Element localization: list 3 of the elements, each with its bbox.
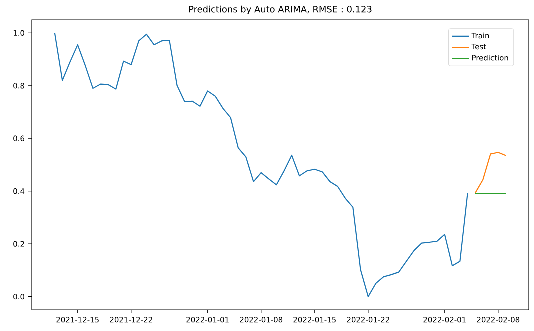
line-series <box>54 32 468 298</box>
line-series <box>474 152 507 194</box>
chart-title: Predictions by Auto ARIMA, RMSE : 0.123 <box>189 6 372 14</box>
